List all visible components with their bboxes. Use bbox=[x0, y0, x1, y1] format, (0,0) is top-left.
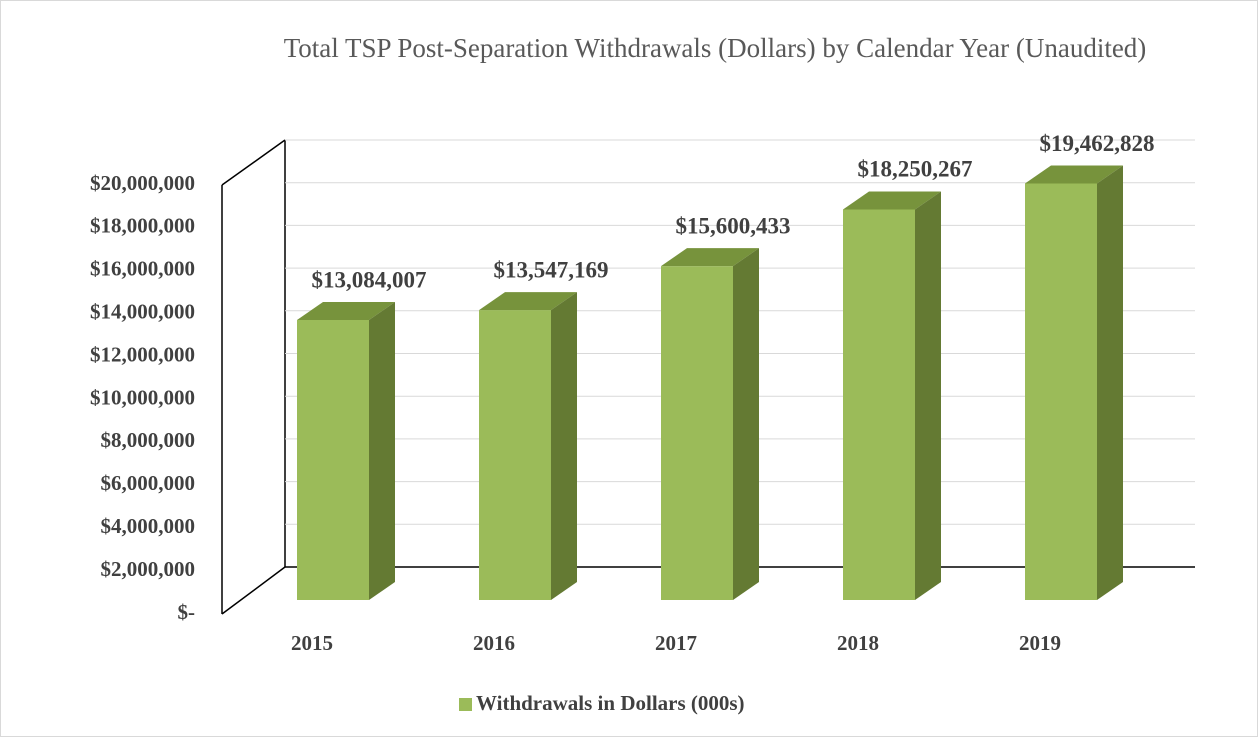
y-tick-label: $16,000,000 bbox=[90, 257, 195, 281]
data-label: $13,547,169 bbox=[494, 257, 609, 282]
y-tick-label: $8,000,000 bbox=[101, 428, 196, 452]
bar bbox=[1025, 183, 1097, 600]
x-tick-label: 2017 bbox=[655, 631, 697, 655]
y-tick-label: $14,000,000 bbox=[90, 300, 195, 324]
bar-top bbox=[661, 248, 759, 267]
bar bbox=[843, 209, 915, 601]
bar bbox=[479, 310, 551, 600]
y-tick-label: $12,000,000 bbox=[90, 342, 195, 366]
y-tick-label: $4,000,000 bbox=[101, 514, 196, 538]
y-tick-label: $10,000,000 bbox=[90, 385, 195, 409]
bar-side bbox=[1097, 165, 1123, 600]
y-tick-label: $6,000,000 bbox=[101, 471, 196, 495]
bar-side bbox=[915, 191, 941, 601]
x-tick-label: 2015 bbox=[291, 631, 333, 655]
y-tick-label: $18,000,000 bbox=[90, 214, 195, 238]
side-wall-edge bbox=[221, 566, 286, 615]
bar bbox=[661, 266, 733, 600]
bar-top bbox=[297, 302, 395, 321]
y-tick-label: $2,000,000 bbox=[101, 557, 196, 581]
y-tick-label: $20,000,000 bbox=[90, 171, 195, 195]
bar-top bbox=[1025, 165, 1123, 184]
data-label: $15,600,433 bbox=[676, 213, 791, 238]
x-tick-label: 2019 bbox=[1019, 631, 1061, 655]
legend-swatch bbox=[459, 698, 472, 711]
bar-side bbox=[369, 302, 395, 600]
x-tick-label: 2018 bbox=[837, 631, 879, 655]
y-tick-label: $- bbox=[178, 600, 196, 624]
bar-side bbox=[733, 248, 759, 600]
data-label: $19,462,828 bbox=[1040, 131, 1155, 156]
x-tick-label: 2016 bbox=[473, 631, 515, 655]
legend-label: Withdrawals in Dollars (000s) bbox=[476, 691, 745, 715]
data-label: $13,084,007 bbox=[312, 267, 427, 292]
chart-title: Total TSP Post-Separation Withdrawals (D… bbox=[283, 33, 1147, 63]
bar-top bbox=[843, 191, 941, 210]
bar-side bbox=[551, 292, 577, 600]
bar-top bbox=[479, 292, 577, 311]
side-wall-edge bbox=[221, 139, 286, 186]
data-label: $18,250,267 bbox=[858, 157, 973, 182]
bar bbox=[297, 320, 369, 600]
